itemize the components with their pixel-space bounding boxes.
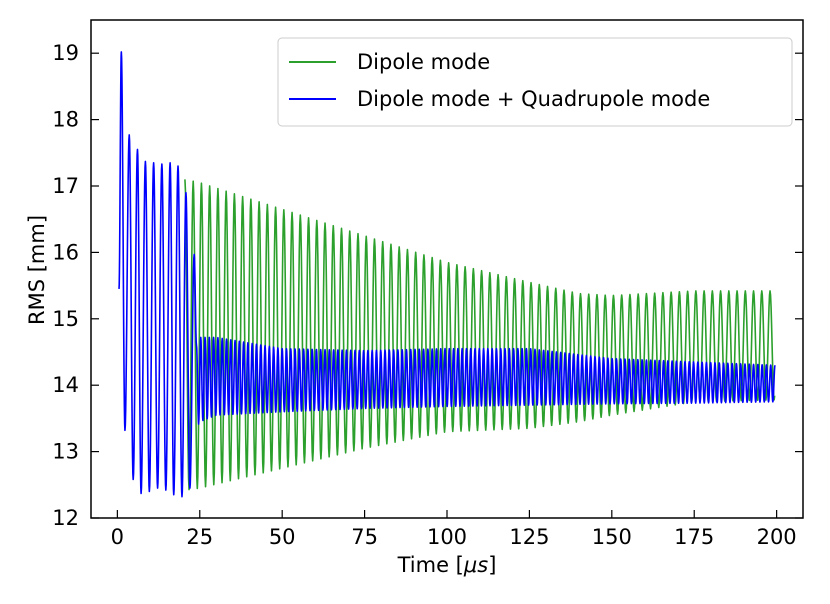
y-tick-label: 17 [52,174,79,198]
x-tick-label: 75 [351,525,378,549]
y-tick-label: 15 [52,307,79,331]
x-axis-title: Time [μs] [397,553,497,577]
x-tick-label: 50 [269,525,296,549]
y-tick-label: 13 [52,440,79,464]
x-tick-label: 200 [757,525,797,549]
y-tick-label: 14 [52,373,79,397]
legend-label-dipole-quadrupole: Dipole mode + Quadrupole mode [357,87,710,111]
legend-label-dipole: Dipole mode [357,50,490,74]
x-tick-label: 100 [427,525,467,549]
y-tick-label: 18 [52,108,79,132]
series-line-dipole [184,179,776,491]
x-axis-title-prefix: Time [ [397,553,464,577]
x-tick-label: 0 [111,525,124,549]
x-axis-title-suffix: ] [488,553,496,577]
series-line-dipole-quadrupole [118,51,776,498]
legend: Dipole mode Dipole mode + Quadrupole mod… [277,37,793,127]
y-tick-label: 16 [52,240,79,264]
x-tick-label: 25 [186,525,213,549]
x-tick-label: 175 [674,525,714,549]
legend-box [277,37,793,127]
y-tick-label: 12 [52,506,79,530]
axis-ticks: 0 25 50 75 100 125 150 175 200 12 13 14 15 16 17 18 19 [52,41,803,549]
x-tick-label: 150 [592,525,632,549]
plot-lines [118,51,776,498]
x-axis-title-unit: μs [463,553,488,577]
y-tick-label: 19 [52,41,79,65]
x-tick-label: 125 [509,525,549,549]
y-axis-title: RMS [mm] [25,215,49,325]
